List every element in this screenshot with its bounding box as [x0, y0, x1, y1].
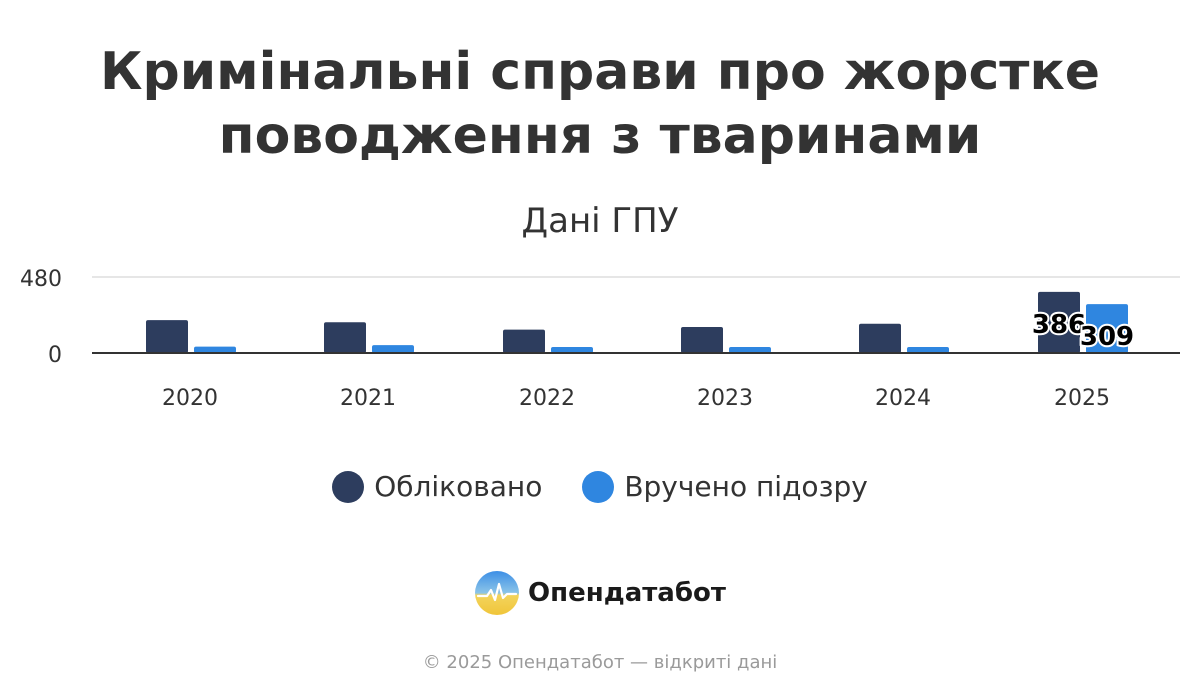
chart-legend: Обліковано Вручено підозру [0, 470, 1200, 503]
legend-label-registered: Обліковано [374, 470, 543, 503]
legend-swatch-registered [332, 470, 365, 503]
footer-copyright: © 2025 Опендатабот — відкриті дані [422, 652, 778, 673]
bar-registered-2024 [859, 323, 901, 353]
bar-suspicion-2025 [1086, 304, 1128, 353]
brand-block: Опендатабот [0, 570, 1200, 616]
bar-registered-2020 [146, 320, 188, 353]
x-tick-label: 2021 [340, 386, 396, 411]
x-tick-label: 2024 [875, 386, 931, 411]
chart-title-line-2: поводження з тваринами [218, 106, 982, 166]
bar-registered-2023 [681, 327, 723, 353]
y-tick-label: 480 [20, 267, 62, 292]
data-label: 309 [1080, 322, 1134, 352]
bar-registered-2022 [503, 329, 545, 353]
legend-label-suspicion: Вручено підозру [624, 470, 868, 503]
bar-suspicion-2024 [907, 346, 949, 353]
bar-suspicion-2023 [729, 346, 771, 353]
y-tick-label: 0 [48, 343, 62, 368]
opendatabot-logo-icon [475, 571, 520, 615]
legend-item-registered: Обліковано [332, 470, 542, 503]
x-tick-label: 2023 [697, 386, 753, 411]
bar-registered-2021 [324, 322, 366, 353]
chart-subtitle: Дані ГПУ [521, 201, 679, 241]
chart-title-line-1: Кримінальні справи про жорстке [99, 42, 1101, 102]
bar-suspicion-2020 [194, 346, 236, 353]
chart-title: Кримінальні справи про жорстке поводженн… [0, 40, 1200, 168]
legend-swatch-suspicion [582, 470, 615, 503]
x-tick-label: 2020 [162, 386, 218, 411]
x-tick-label: 2022 [519, 386, 575, 411]
legend-item-suspicion: Вручено підозру [582, 470, 868, 503]
bar-suspicion-2021 [372, 345, 414, 353]
bar-registered-2025 [1038, 291, 1080, 353]
bar-suspicion-2022 [551, 346, 593, 353]
data-label: 386 [1032, 310, 1086, 340]
brand-name: Опендатабот [528, 578, 726, 608]
x-tick-label: 2025 [1054, 386, 1110, 411]
